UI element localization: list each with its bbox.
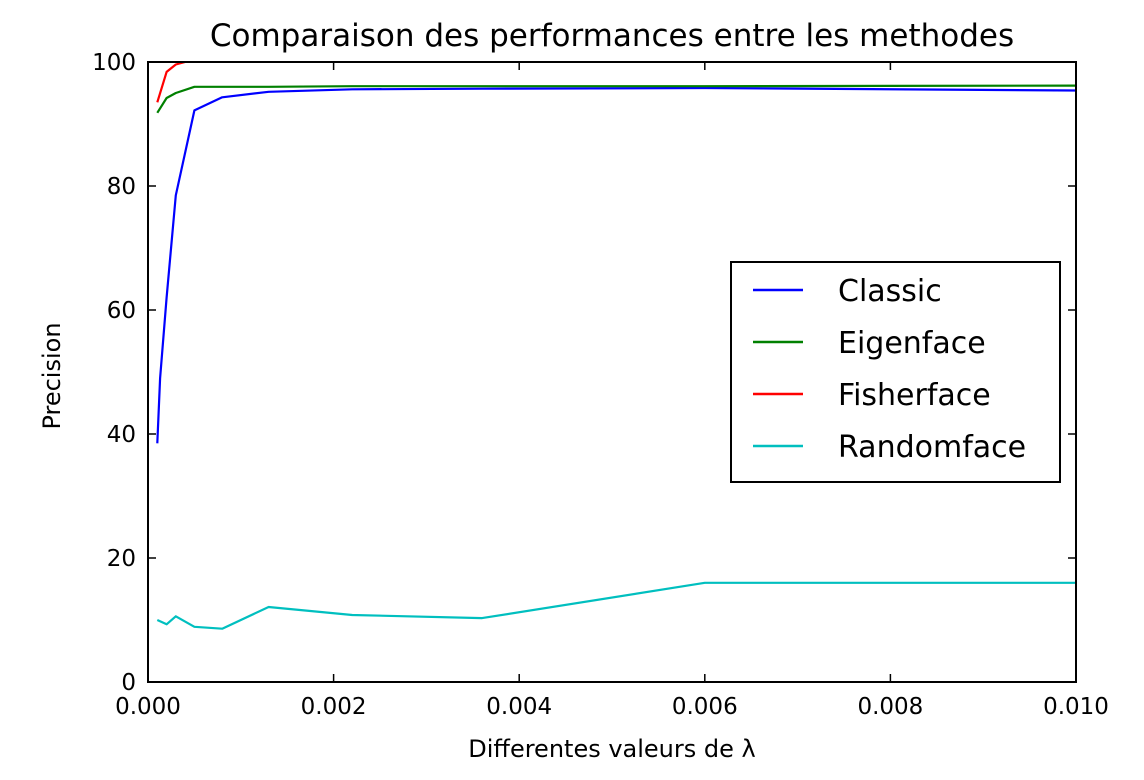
y-tick-label: 40 xyxy=(107,422,136,448)
series-line-eigenface xyxy=(156,84,1077,114)
y-tick-label: 0 xyxy=(121,670,136,696)
y-tick-label: 80 xyxy=(107,174,136,200)
y-axis-label: Precision xyxy=(38,322,66,429)
x-tick-label: 0.008 xyxy=(857,694,923,720)
x-axis-label: Differentes valeurs de λ xyxy=(468,735,755,763)
legend: Classic Eigenface Fisherface Randomface xyxy=(730,261,1061,483)
legend-label-eigenface: Eigenface xyxy=(838,326,986,361)
series-line-classic xyxy=(156,86,1077,444)
chart-title: Comparaison des performances entre les m… xyxy=(210,18,1014,54)
y-tick-label: 60 xyxy=(107,298,136,324)
legend-label-classic: Classic xyxy=(838,274,942,309)
series-line-randomface xyxy=(156,581,1076,630)
x-tick-label: 0.000 xyxy=(115,694,181,720)
legend-label-randomface: Randomface xyxy=(838,430,1026,465)
x-tick-label: 0.002 xyxy=(301,694,367,720)
y-tick-label: 100 xyxy=(92,50,136,76)
x-tick-label: 0.006 xyxy=(672,694,738,720)
y-tick-label: 20 xyxy=(107,546,136,572)
axis-ticks: 0.000 0.002 0.004 0.006 0.008 0.010 0 20 40 60 80 1… xyxy=(92,50,1109,720)
series-line-fisherface xyxy=(156,60,186,103)
series-lines xyxy=(156,60,1077,630)
x-tick-label: 0.004 xyxy=(486,694,552,720)
legend-label-fisherface: Fisherface xyxy=(838,378,991,413)
x-tick-label: 0.010 xyxy=(1043,694,1109,720)
plot-frame xyxy=(147,61,1077,683)
